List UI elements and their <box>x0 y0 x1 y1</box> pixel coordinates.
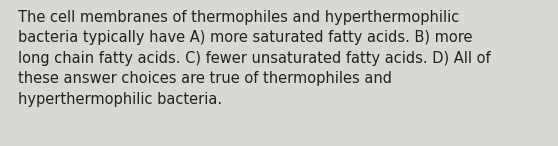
Text: The cell membranes of thermophiles and hyperthermophilic
bacteria typically have: The cell membranes of thermophiles and h… <box>18 10 490 107</box>
